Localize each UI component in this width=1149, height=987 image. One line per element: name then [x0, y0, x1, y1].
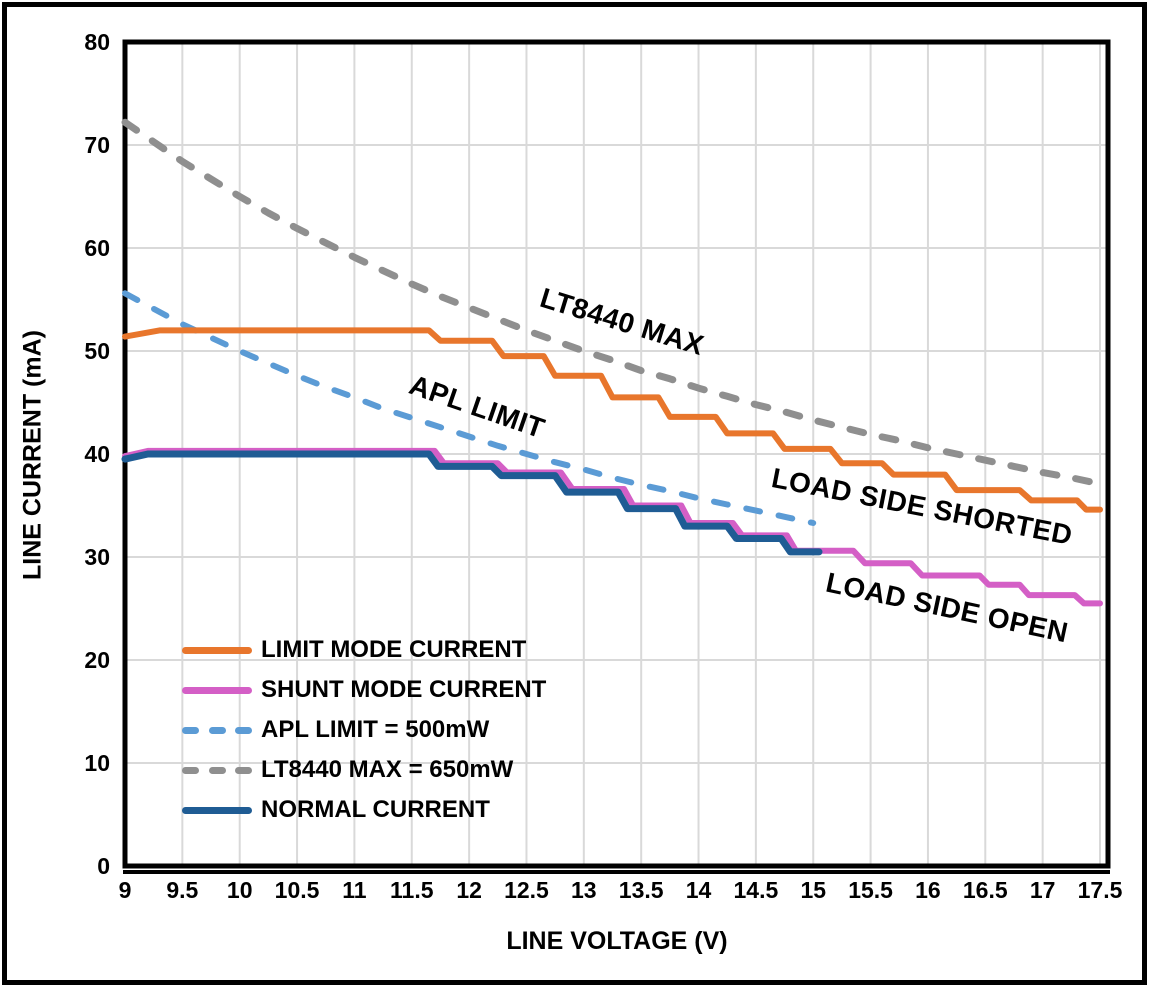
y-tick-label: 50	[84, 338, 110, 364]
legend-item: NORMAL CURRENT	[182, 790, 546, 830]
x-tick-label: 9.5	[166, 877, 199, 903]
legend-dash-segment	[208, 726, 226, 734]
legend-line-segment	[182, 806, 252, 814]
x-tick-label: 17.5	[1077, 877, 1123, 903]
y-tick-label: 60	[84, 235, 110, 261]
x-tick-label: 9	[118, 877, 132, 903]
x-tick-label: 13	[571, 877, 597, 903]
legend-swatch-limit-mode-current	[182, 646, 252, 654]
legend-line-segment	[182, 646, 252, 654]
series-line-lt8440-max-650mw	[121, 118, 1104, 488]
legend-item: LIMIT MODE CURRENT	[182, 630, 546, 670]
legend-dash-segment	[208, 766, 226, 774]
legend-item: SHUNT MODE CURRENT	[182, 670, 546, 710]
x-tick-label: 16.5	[962, 877, 1008, 903]
y-tick-label: 20	[84, 647, 110, 673]
x-tick-label: 16	[915, 877, 941, 903]
y-tick-label: 30	[84, 544, 110, 570]
series-line-limit-mode-current	[122, 327, 1103, 513]
legend-dash-segment	[182, 766, 199, 774]
y-tick-label: 80	[84, 29, 110, 55]
y-tick-label: 10	[84, 750, 110, 776]
legend: LIMIT MODE CURRENT SHUNT MODE CURRENT AP…	[182, 630, 546, 830]
series-line-apl-limit-500mw	[122, 290, 817, 526]
x-tick-label: 10.5	[274, 877, 320, 903]
legend-line-segment	[182, 686, 252, 694]
legend-dash-segment	[235, 726, 252, 734]
legend-item: APL LIMIT = 500mW	[182, 710, 546, 750]
x-tick-label: 15.5	[848, 877, 893, 903]
legend-swatch-shunt-mode-current	[182, 686, 252, 694]
y-tick-label: 70	[84, 132, 110, 158]
x-tick-label: 14.5	[733, 877, 779, 903]
x-tick-label: 10	[226, 877, 253, 903]
x-tick-label: 12.5	[504, 877, 549, 903]
legend-item: LT8440 MAX = 650mW	[182, 750, 546, 790]
legend-swatch-apl-limit	[182, 726, 252, 734]
x-tick-label: 11	[342, 877, 367, 903]
x-tick-label: 11.5	[390, 877, 434, 903]
legend-swatch-normal-current	[182, 806, 252, 814]
x-tick-label: 12	[456, 877, 482, 903]
series-line-normal-current	[121, 450, 823, 556]
legend-dash-segment	[235, 766, 252, 774]
y-tick-label: 0	[97, 853, 110, 879]
x-axis-title: LINE VOLTAGE (V)	[506, 927, 728, 955]
x-tick-label: 17	[1029, 877, 1056, 903]
legend-label: SHUNT MODE CURRENT	[261, 676, 547, 703]
legend-label: LT8440 MAX = 650mW	[261, 756, 514, 783]
x-tick-label: 14	[685, 877, 712, 903]
x-tick-label: 15	[800, 877, 827, 903]
legend-dash-segment	[182, 726, 199, 734]
legend-swatch-lt8440-max	[182, 766, 252, 774]
legend-label: APL LIMIT = 500mW	[261, 716, 490, 743]
legend-label: LIMIT MODE CURRENT	[261, 636, 527, 663]
y-tick-label: 40	[84, 441, 110, 467]
x-tick-label: 13.5	[618, 877, 664, 903]
legend-label: NORMAL CURRENT	[261, 796, 490, 823]
